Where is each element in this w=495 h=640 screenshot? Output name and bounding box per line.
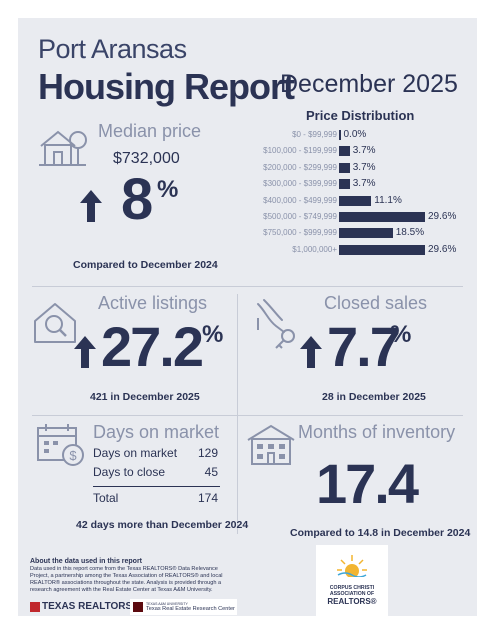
dom-row-value: 129 bbox=[197, 446, 218, 460]
total-rule bbox=[93, 486, 220, 487]
median-price-label: Median price bbox=[98, 121, 202, 141]
dom-row-name: Days to close bbox=[93, 465, 166, 479]
hand-key-icon bbox=[254, 298, 302, 350]
texas-realtors-text: TEXAS REALTORS bbox=[42, 601, 133, 612]
price-bar-value: 29.6% bbox=[428, 211, 457, 222]
active-percent-sign: % bbox=[202, 321, 224, 348]
price-bar bbox=[339, 228, 393, 239]
price-range-label: $750,000 - $999,999 bbox=[263, 228, 337, 238]
building-icon bbox=[246, 424, 296, 466]
price-range-label: $200,000 - $299,999 bbox=[263, 162, 337, 172]
housing-report: Port Aransas Housing Report December 202… bbox=[18, 18, 477, 616]
price-bar bbox=[339, 212, 425, 222]
report-month: December 2025 bbox=[280, 70, 458, 98]
price-bar bbox=[339, 244, 425, 255]
report-title: Housing Report bbox=[38, 66, 295, 107]
tr-logo-mark bbox=[30, 601, 40, 612]
texas-realtors-logo: TEXAS REALTORS bbox=[30, 601, 132, 612]
corpus-line2: ASSOCIATION OF bbox=[329, 591, 375, 597]
dom-total-label: Total bbox=[93, 491, 119, 505]
house-tree-icon bbox=[38, 126, 88, 168]
active-listings-caption: 421 in December 2025 bbox=[90, 391, 200, 403]
price-range-label: $500,000 - $749,999 bbox=[263, 212, 337, 221]
tamu-mark bbox=[133, 602, 143, 612]
price-bar bbox=[339, 162, 350, 173]
price-bar bbox=[339, 195, 372, 206]
about-text: Data used in this report come from the T… bbox=[30, 566, 223, 593]
price-bar-value: 3.7% bbox=[352, 178, 376, 190]
sun-icon bbox=[337, 555, 367, 577]
about-heading: About the data used in this report bbox=[30, 558, 143, 565]
calendar-dollar-icon: $ bbox=[36, 422, 86, 468]
dom-row-name: Days on market bbox=[93, 446, 178, 460]
days-on-market-label: Days on market bbox=[93, 422, 220, 442]
house-search-icon bbox=[32, 301, 78, 345]
price-bar-value: 3.7% bbox=[352, 145, 376, 157]
arrow-up-icon bbox=[74, 336, 96, 368]
corpus-line3-text: REALTORS bbox=[327, 597, 371, 606]
price-range-label: $400,000 - $499,999 bbox=[263, 195, 337, 205]
price-range-label: $300,000 - $399,999 bbox=[263, 179, 337, 189]
price-bar-value: 3.7% bbox=[352, 161, 376, 173]
median-price-value: $732,000 bbox=[113, 150, 180, 167]
price-bar bbox=[339, 146, 350, 157]
research-center-text: Texas Real Estate Research Center bbox=[146, 606, 235, 612]
price-range-label: $100,000 - $199,999 bbox=[263, 146, 337, 156]
price-bar bbox=[339, 130, 341, 140]
closed-percent-sign: % bbox=[390, 321, 412, 348]
price-bar-value: 0.0% bbox=[343, 129, 367, 140]
months-inventory-label: Months of inventory bbox=[298, 422, 456, 442]
closed-sales-caption: 28 in December 2025 bbox=[322, 391, 426, 403]
svg-text:$: $ bbox=[69, 448, 77, 463]
arrow-up-icon bbox=[80, 190, 102, 222]
price-bar-value: 11.1% bbox=[374, 194, 402, 206]
corpus-line1: CORPUS CHRISTI bbox=[329, 585, 375, 591]
active-listings-label: Active listings bbox=[98, 293, 208, 313]
corpus-christi-logo: CORPUS CHRISTI ASSOCIATION OF REALTORS® bbox=[316, 545, 388, 616]
price-range-label: $1,000,000+ bbox=[292, 244, 337, 254]
research-center-logo: TEXAS A&M UNIVERSITY Texas Real Estate R… bbox=[130, 599, 237, 615]
divider bbox=[32, 415, 463, 416]
closed-sales-value: 7.7 bbox=[327, 315, 401, 378]
dom-row-value: 45 bbox=[204, 465, 218, 479]
tamu-text: TEXAS A&M UNIVERSITY bbox=[146, 602, 188, 606]
price-bar-value: 18.5% bbox=[395, 227, 425, 239]
price-bar bbox=[339, 179, 350, 190]
divider bbox=[32, 286, 463, 287]
median-caption: Compared to December 2024 bbox=[73, 259, 218, 271]
median-change-value: 8 bbox=[121, 167, 154, 232]
closed-sales-label: Closed sales bbox=[324, 293, 428, 313]
price-bar-value: 29.6% bbox=[428, 243, 457, 255]
months-inventory-caption: Compared to 14.8 in December 2024 bbox=[290, 527, 471, 539]
days-on-market-caption: 42 days more than December 2024 bbox=[76, 519, 249, 531]
arrow-up-icon bbox=[300, 336, 322, 368]
price-range-label: $0 - $99,999 bbox=[292, 130, 337, 139]
corpus-line3: REALTORS® bbox=[327, 597, 377, 606]
dom-total-value: 174 bbox=[197, 491, 218, 505]
active-listings-value: 27.2 bbox=[101, 315, 204, 378]
price-distribution-title: Price Distribution bbox=[306, 108, 415, 123]
divider bbox=[237, 294, 238, 534]
city-name: Port Aransas bbox=[38, 34, 187, 64]
median-percent-sign: % bbox=[157, 176, 179, 203]
months-inventory-value: 17.4 bbox=[316, 452, 419, 515]
